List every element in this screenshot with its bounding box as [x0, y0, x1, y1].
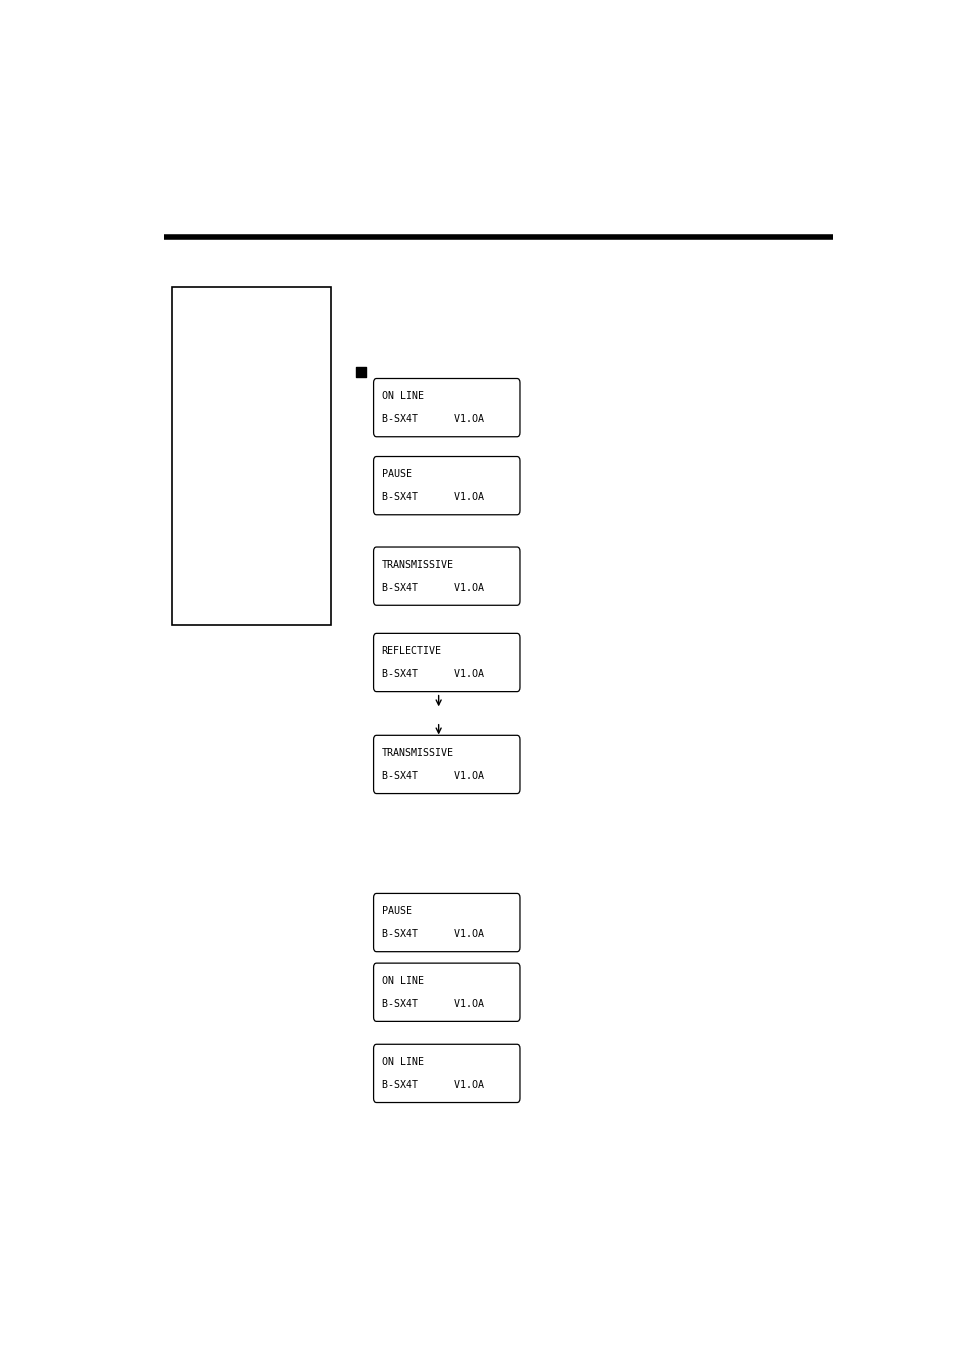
Text: PAUSE: PAUSE — [381, 469, 412, 480]
FancyBboxPatch shape — [374, 378, 519, 436]
Text: ON LINE: ON LINE — [381, 975, 423, 986]
Text: B-SX4T      V1.OA: B-SX4T V1.OA — [381, 582, 483, 593]
FancyBboxPatch shape — [374, 963, 519, 1021]
Text: B-SX4T      V1.OA: B-SX4T V1.OA — [381, 998, 483, 1009]
FancyBboxPatch shape — [374, 735, 519, 793]
Text: B-SX4T      V1.OA: B-SX4T V1.OA — [381, 929, 483, 939]
FancyBboxPatch shape — [374, 634, 519, 692]
Point — [353, 362, 368, 384]
Text: PAUSE: PAUSE — [381, 907, 412, 916]
Text: B-SX4T      V1.OA: B-SX4T V1.OA — [381, 771, 483, 781]
Text: ON LINE: ON LINE — [381, 392, 423, 401]
Text: B-SX4T      V1.OA: B-SX4T V1.OA — [381, 669, 483, 680]
FancyBboxPatch shape — [172, 286, 331, 626]
FancyBboxPatch shape — [374, 547, 519, 605]
FancyBboxPatch shape — [374, 893, 519, 951]
Text: ON LINE: ON LINE — [381, 1056, 423, 1067]
Text: B-SX4T      V1.OA: B-SX4T V1.OA — [381, 492, 483, 503]
Text: TRANSMISSIVE: TRANSMISSIVE — [381, 748, 454, 758]
FancyBboxPatch shape — [374, 1044, 519, 1102]
Text: REFLECTIVE: REFLECTIVE — [381, 646, 441, 657]
FancyBboxPatch shape — [374, 457, 519, 515]
Text: B-SX4T      V1.OA: B-SX4T V1.OA — [381, 1079, 483, 1090]
Text: B-SX4T      V1.OA: B-SX4T V1.OA — [381, 415, 483, 424]
Text: TRANSMISSIVE: TRANSMISSIVE — [381, 559, 454, 570]
